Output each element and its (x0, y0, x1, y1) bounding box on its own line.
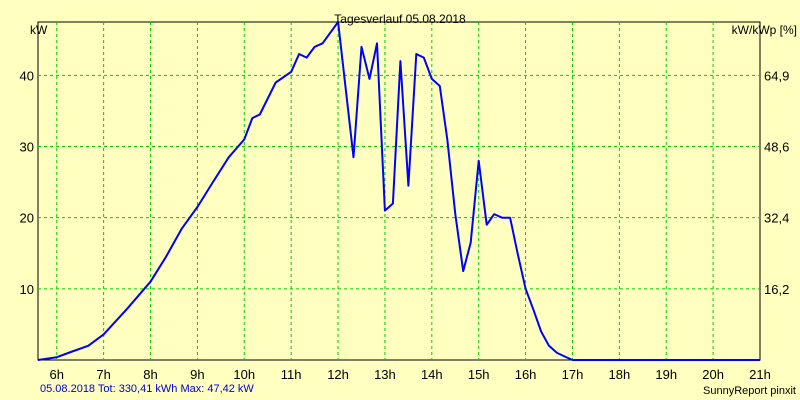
plot-frame (37, 21, 761, 361)
y-tick-label-left: 10 (20, 282, 34, 297)
x-tick-label: 6h (50, 367, 64, 382)
footer-credit: SunnyReport pinxit (703, 385, 796, 397)
x-tick-label: 19h (655, 367, 677, 382)
x-tick-label: 14h (421, 367, 443, 382)
tick-labels: 6h 7h 8h 9h 10h 11h 12h 13h 14h 15h 16h 17h 18h 19h 20… (20, 68, 790, 382)
y-tick-label-right: 48,6 (764, 140, 789, 155)
x-tick-label: 18h (608, 367, 630, 382)
x-tick-label: 17h (562, 367, 584, 382)
x-tick-label: 11h (281, 367, 302, 382)
x-tick-label: 20h (702, 367, 724, 382)
footer-summary: 05.08.2018 Tot: 330,41 kWh Max: 47,42 kW (40, 383, 254, 395)
x-tick-label: 10h (233, 367, 255, 382)
x-tick-label: 21h (749, 367, 771, 382)
y-tick-label-left: 30 (20, 140, 34, 155)
x-tick-label: 9h (190, 367, 204, 382)
x-tick-label: 12h (327, 367, 349, 382)
y-tick-label-right: 16,2 (764, 282, 789, 297)
x-tick-label: 13h (374, 367, 396, 382)
y-axis-label-left: kW (30, 23, 48, 37)
x-tick-label: 16h (515, 367, 537, 382)
y-tick-label-left: 20 (20, 211, 34, 226)
y-axis-label-right: kW/kWp [%] (732, 23, 797, 37)
series-layer (37, 21, 760, 361)
y-tick-label-right: 64,9 (764, 68, 789, 83)
series-line (37, 21, 760, 361)
chart-title: Tagesverlauf 05.08.2018 (334, 12, 466, 26)
y-tick-label-left: 40 (20, 68, 34, 83)
y-tick-label-right: 32,4 (764, 211, 789, 226)
x-tick-label: 7h (96, 367, 110, 382)
x-tick-label: 8h (143, 367, 157, 382)
grid (38, 22, 760, 360)
x-tick-label: 15h (468, 367, 490, 382)
